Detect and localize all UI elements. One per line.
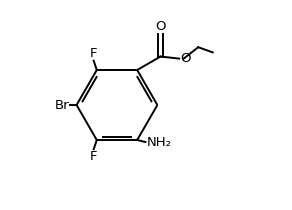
Text: NH₂: NH₂ [146, 136, 171, 148]
Text: F: F [90, 150, 98, 163]
Text: O: O [180, 52, 191, 65]
Text: Br: Br [55, 98, 69, 112]
Text: O: O [155, 20, 166, 33]
Text: F: F [90, 47, 98, 60]
